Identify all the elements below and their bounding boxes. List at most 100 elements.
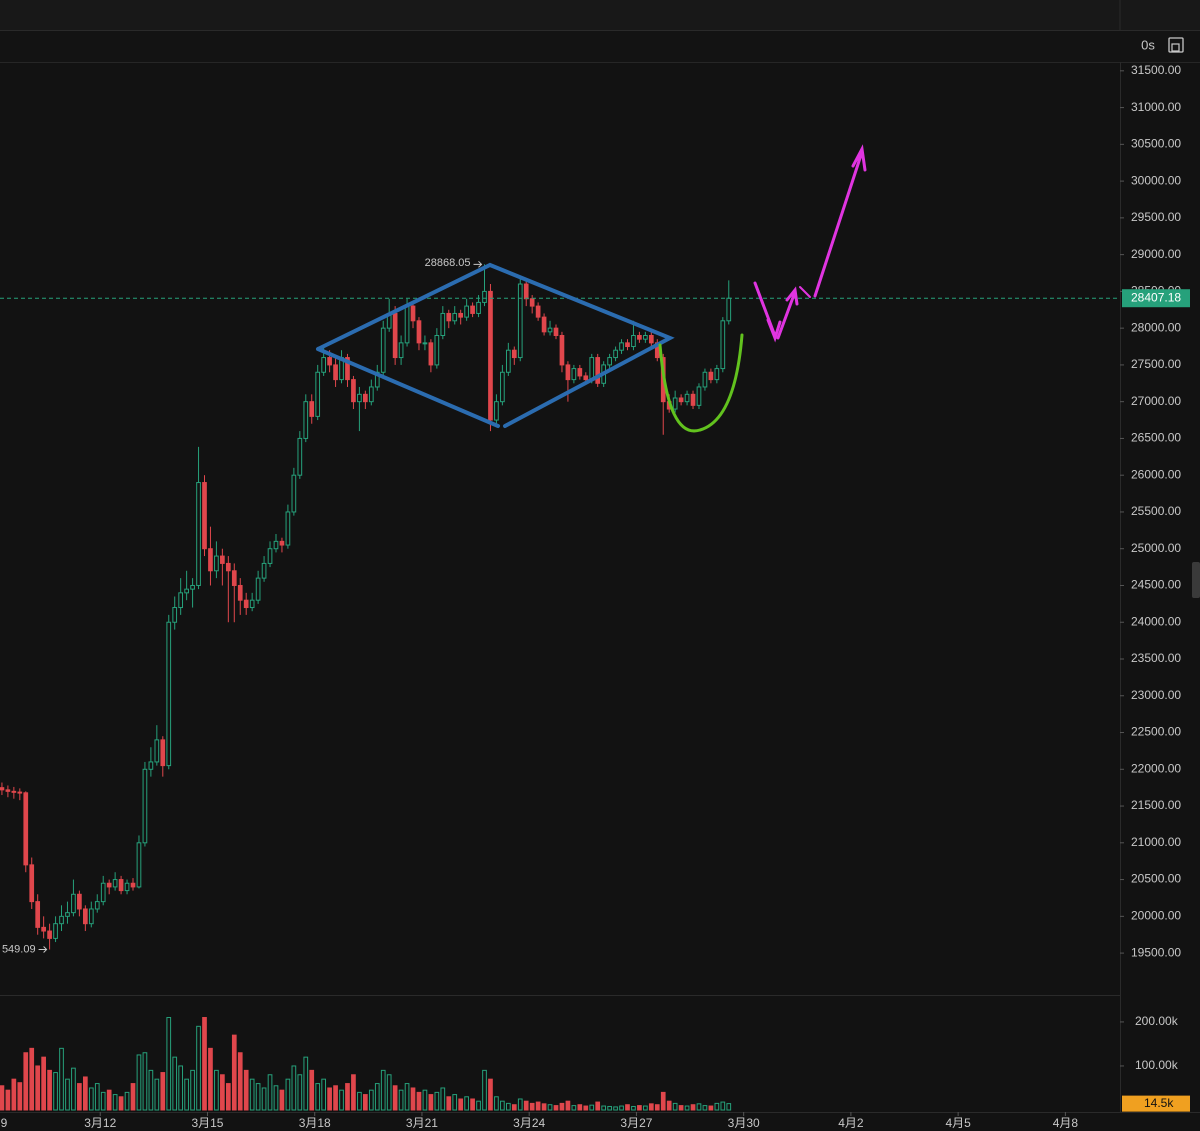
y-tick-label: 25500.00 [1131,504,1181,518]
candle-body [416,320,422,344]
volume-bar [59,1047,64,1111]
volume-bar [172,1056,178,1111]
candle-body [88,908,94,925]
candle-body [196,482,201,586]
candle-body [178,592,184,609]
volume-bar [237,1052,243,1111]
candle-body [202,482,207,550]
volume-bar [261,1087,267,1111]
candle-body [672,397,678,410]
candle-body [577,368,583,377]
volume-bar [583,1105,589,1111]
volume-bar [690,1104,696,1111]
volume-bar [678,1105,684,1111]
candle-body [637,335,642,340]
candle-body [607,357,612,366]
candle-body [231,570,237,586]
volume-bar [708,1105,714,1111]
candle-body [148,761,154,770]
last-volume-label: 14.5k [1144,1096,1174,1110]
y-tick-label: 26000.00 [1131,467,1181,481]
candle-body [619,342,624,351]
volume-bar [178,1065,184,1111]
candle-body [106,882,112,888]
candle-body [0,787,5,791]
volume-bar [488,1078,493,1111]
last-price-box [1122,289,1190,308]
candle-body [505,349,511,373]
x-tick-label: 3月24 [513,1116,545,1130]
candle-body [327,357,332,366]
candle-body [65,912,70,917]
candle-body [345,357,350,381]
cup-curve [658,333,744,433]
volume-bar [720,1101,726,1111]
candle-body [529,298,535,307]
candle-body [380,327,386,373]
candle-body [482,290,487,303]
volume-bar [249,1078,255,1111]
volume-bar [541,1103,547,1111]
candle-body [208,548,213,572]
candle-body [225,562,231,572]
candle-body [279,540,285,546]
fullscreen-button[interactable] [1168,37,1184,53]
candle-body [422,342,428,345]
candle-body [273,540,279,550]
candle-body [404,305,410,344]
volume-bar [77,1083,82,1111]
y-tick-label: 23000.00 [1131,688,1181,702]
candle-body [333,364,338,381]
candle-body [613,349,618,359]
arrow-target [813,144,867,298]
volume-bar [345,1083,350,1111]
candle-body [249,599,255,609]
last-volume-box [1122,1095,1190,1112]
candle-body [726,297,732,322]
volume-bar [267,1074,273,1111]
vol-tick-label: 100.00k [1135,1058,1179,1072]
candle-body [285,511,291,546]
x-tick-label: 4月8 [1053,1116,1079,1130]
toolbar [0,31,1200,62]
volume-bar [291,1065,297,1111]
candle-body [446,312,452,322]
volume-bar [53,1072,58,1111]
candle-body [220,555,225,564]
candle-body [59,915,64,925]
volume-bar [363,1094,368,1111]
volume-bar [285,1078,291,1111]
candle-body [184,588,189,594]
candle-body [631,335,636,348]
volume-bar [303,1056,309,1111]
y-tick-label: 26500.00 [1131,431,1181,445]
vol-tick-label: 200.00k [1135,1014,1179,1028]
low-pointer [38,946,48,953]
volume-bar [88,1087,94,1111]
arrow-small [799,286,811,298]
candle-body [291,474,297,513]
candle-body [136,842,142,888]
y-tick-label: 29500.00 [1131,210,1181,224]
candle-body [565,364,571,381]
volume-bar [696,1103,702,1111]
volume-bar [124,1091,130,1111]
candle-body [428,342,434,366]
y-tick-label: 25000.00 [1131,541,1181,555]
y-tick-label: 29000.00 [1131,247,1181,261]
low-label: 549.09 [2,943,36,955]
volume-bar [29,1047,35,1111]
y-tick-label: 21000.00 [1131,835,1181,849]
x-tick-label: 4月5 [945,1116,971,1130]
volume-bar [523,1100,529,1111]
timer: 0s [1141,37,1155,52]
volume-bar [684,1105,690,1111]
candle-body [303,401,309,439]
volume-bar [0,1085,5,1111]
candle-body [82,908,88,925]
volume-bar [619,1105,624,1111]
volume-bar [136,1054,142,1111]
candle-body [130,882,136,888]
volume-bar [625,1104,630,1111]
scroll-handle[interactable] [1192,562,1200,598]
